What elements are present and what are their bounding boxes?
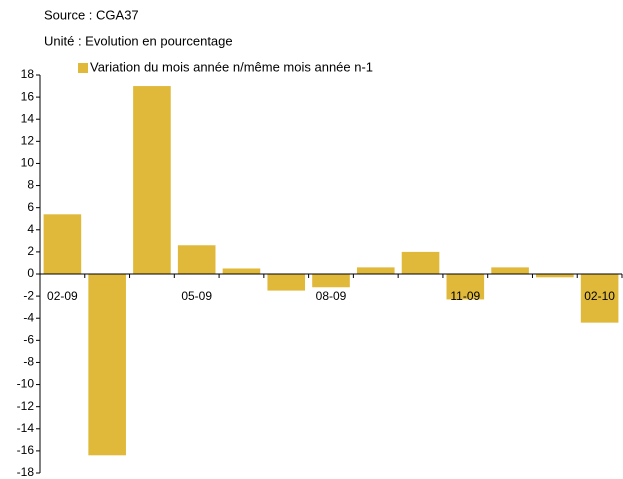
- y-tick-label: 16: [21, 89, 35, 103]
- y-tick-label: -14: [17, 421, 35, 435]
- y-axis-label: Unité : Evolution en pourcentage: [44, 33, 233, 48]
- bar: [356, 267, 395, 274]
- legend-swatch: [78, 63, 88, 73]
- y-tick-label: 2: [27, 244, 34, 258]
- x-tick-label: 08-09: [316, 289, 347, 303]
- y-tick-label: 18: [21, 67, 35, 81]
- bar: [43, 214, 82, 274]
- y-tick-label: -8: [23, 355, 34, 369]
- bar: [312, 274, 350, 288]
- bar: [491, 267, 529, 274]
- x-tick-label: 11-09: [450, 289, 480, 303]
- y-tick-label: 14: [21, 111, 35, 125]
- y-tick-label: -16: [17, 443, 35, 457]
- bar: [446, 274, 485, 300]
- bar: [177, 245, 216, 274]
- bar: [88, 274, 126, 456]
- bar: [133, 86, 171, 274]
- y-tick-label: -12: [17, 399, 35, 413]
- x-tick-label: 05-09: [181, 289, 212, 303]
- y-tick-label: 12: [21, 134, 35, 148]
- bar: [580, 274, 619, 323]
- y-tick-label: 4: [27, 222, 34, 236]
- x-tick-label: 02-09: [47, 289, 78, 303]
- y-tick-label: 10: [21, 156, 35, 170]
- bar: [536, 274, 574, 278]
- x-tick-label: 02-10: [584, 289, 615, 303]
- bar: [267, 274, 306, 291]
- y-tick-label: -6: [23, 333, 34, 347]
- chart-subtitle: Source : CGA37: [44, 7, 139, 22]
- legend-label: Variation du mois année n/même mois anné…: [90, 59, 373, 74]
- bar: [222, 268, 261, 274]
- y-tick-label: 8: [27, 178, 34, 192]
- bar: [401, 251, 440, 274]
- y-tick-label: -10: [17, 377, 35, 391]
- y-tick-label: -2: [23, 288, 34, 302]
- y-tick-label: -4: [23, 310, 34, 324]
- y-tick-label: -18: [17, 465, 35, 479]
- y-tick-label: 6: [27, 200, 34, 214]
- y-tick-label: 0: [27, 266, 34, 280]
